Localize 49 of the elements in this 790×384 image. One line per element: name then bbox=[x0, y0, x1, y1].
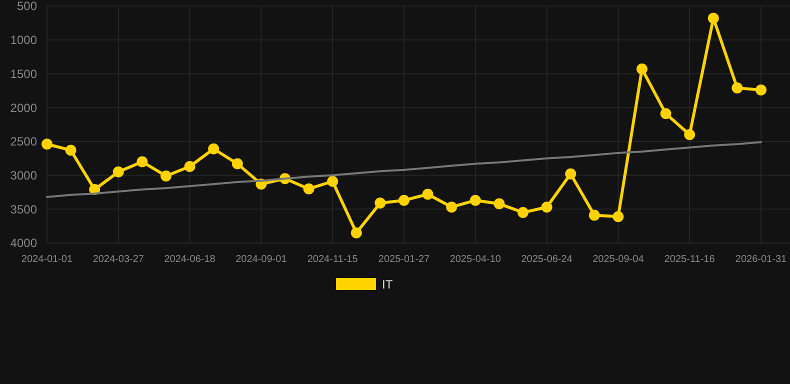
point bbox=[541, 202, 552, 213]
point bbox=[303, 183, 314, 194]
point bbox=[160, 170, 172, 182]
line-series bbox=[46, 141, 762, 198]
point bbox=[732, 82, 743, 94]
x-tick-label: 2024-09-01 bbox=[236, 254, 288, 265]
point bbox=[136, 156, 148, 168]
x-tick-label: 2024-11-15 bbox=[307, 254, 358, 265]
point bbox=[112, 166, 124, 178]
x-tick-label: 2025-06-24 bbox=[521, 254, 573, 265]
point bbox=[636, 63, 648, 74]
x-tick-label: 2026-01-31 bbox=[735, 254, 788, 265]
point bbox=[184, 160, 196, 172]
y-tick-label: 2500 bbox=[10, 134, 38, 149]
x-tick-label: 2025-01-27 bbox=[378, 254, 430, 265]
point bbox=[494, 198, 505, 210]
point bbox=[374, 198, 386, 209]
point bbox=[422, 188, 434, 200]
y-tick-label: 3000 bbox=[10, 168, 38, 182]
point bbox=[208, 143, 220, 154]
point bbox=[350, 227, 362, 238]
point bbox=[708, 12, 719, 24]
point bbox=[65, 144, 76, 156]
x-tick-label: 2025-04-10 bbox=[450, 254, 502, 265]
point bbox=[232, 158, 243, 170]
point bbox=[398, 194, 410, 206]
point bbox=[565, 168, 576, 180]
x-tick-label: 2024-06-18 bbox=[164, 254, 216, 265]
point bbox=[327, 176, 338, 187]
x-tick-label: 2024-03-27 bbox=[92, 254, 144, 265]
x-tick-label: 2025-09-04 bbox=[592, 254, 644, 265]
y-tick-label: 1500 bbox=[10, 66, 38, 81]
legend-label: IT bbox=[382, 278, 394, 292]
point bbox=[42, 138, 52, 150]
y-tick-label: 3500 bbox=[10, 202, 38, 216]
point bbox=[684, 129, 696, 140]
y-tick-label: 2000 bbox=[10, 100, 38, 115]
point bbox=[470, 194, 481, 206]
point bbox=[660, 108, 672, 120]
y-tick-label: 500 bbox=[16, 0, 38, 14]
point bbox=[446, 202, 458, 213]
point bbox=[588, 210, 600, 221]
point bbox=[612, 211, 624, 222]
y-tick-label: 1000 bbox=[10, 33, 38, 48]
x-tick-label: 2024-01-01 bbox=[21, 254, 74, 265]
x-tick-label: 2025-11-16 bbox=[664, 254, 716, 265]
y-tick-label: 4000 bbox=[10, 236, 38, 250]
point bbox=[756, 84, 766, 96]
point bbox=[518, 207, 528, 218]
